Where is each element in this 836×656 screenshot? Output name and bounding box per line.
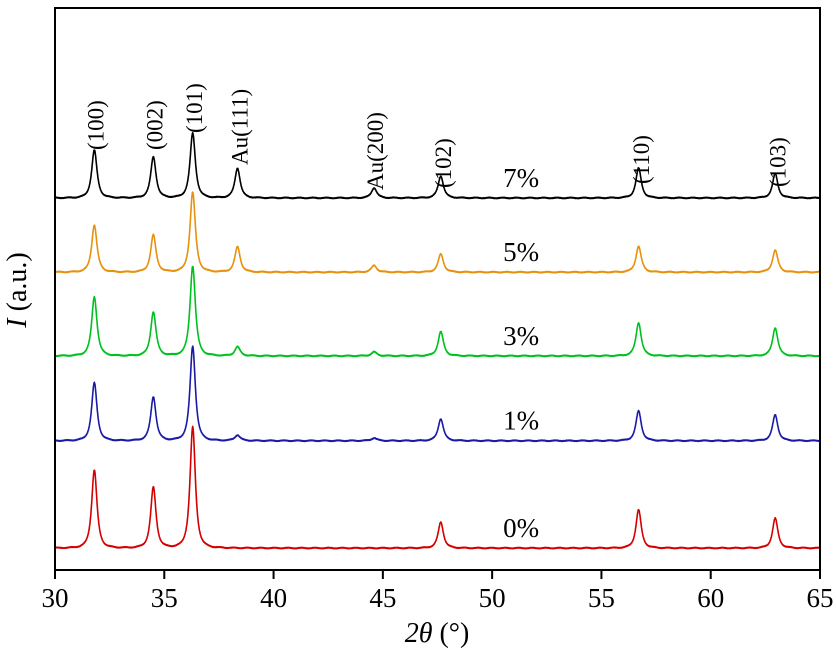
x-tick-label: 35: [151, 583, 178, 613]
peak-label-Au200: Au(200): [363, 112, 388, 190]
peak-label-110: (110): [629, 135, 654, 184]
series-label-1%: 1%: [503, 406, 539, 436]
trace-7%: [54, 131, 821, 200]
x-tick-label: 60: [697, 583, 724, 613]
x-axis-label-units: (°): [432, 618, 469, 649]
plot-layer: 0% 1% 3% 5% 7% 30 35 40 45 50 55 60 65 (100) (002) (101…: [42, 7, 834, 613]
y-axis-label-units: (a.u.): [2, 252, 33, 318]
x-tick-label: 30: [42, 583, 69, 613]
peak-label-100: (100): [83, 100, 108, 150]
series-label-0%: 0%: [503, 513, 539, 543]
series-label-5%: 5%: [503, 237, 539, 267]
peak-label-102: (102): [431, 138, 456, 188]
trace-3%: [54, 265, 821, 358]
trace-1%: [54, 345, 821, 443]
x-tick-label: 45: [369, 583, 396, 613]
peak-label-Au111: Au(111): [228, 89, 253, 165]
peak-label-103: (103): [765, 137, 790, 187]
peak-label-101: (101): [182, 83, 207, 133]
peak-label-002: (002): [142, 100, 167, 150]
trace-5%: [54, 191, 821, 274]
x-tick-label: 65: [807, 583, 834, 613]
plot-border: [54, 7, 821, 571]
x-tick-label: 50: [479, 583, 506, 613]
trace-0%: [54, 425, 821, 550]
x-axis-label-symbol: 2θ: [405, 618, 433, 649]
y-axis-label-symbol: I: [2, 317, 33, 329]
y-axis-label: I (a.u.): [2, 252, 33, 328]
x-tick-label: 40: [260, 583, 287, 613]
series-label-3%: 3%: [503, 321, 539, 351]
series-label-7%: 7%: [503, 163, 539, 193]
x-axis-label: 2θ (°): [405, 618, 470, 649]
x-tick-label: 55: [588, 583, 615, 613]
